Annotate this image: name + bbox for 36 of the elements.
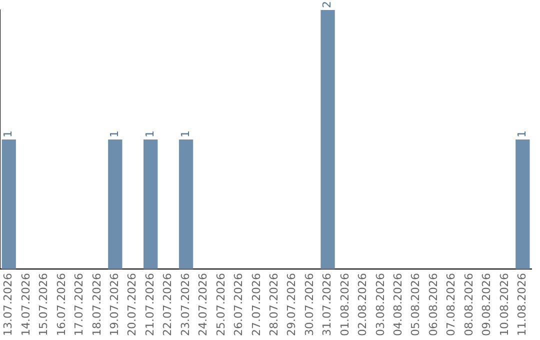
x-tick-label: 24.07.2026 — [196, 273, 210, 336]
x-tick-label: 11.08.2026 — [516, 273, 529, 336]
x-tick-label: 14.07.2026 — [19, 273, 32, 336]
x-tick-label: 09.08.2026 — [480, 273, 494, 336]
x-tick-label: 28.07.2026 — [267, 273, 280, 336]
x-tick-label: 25.07.2026 — [214, 273, 228, 336]
x-tick-label: 04.08.2026 — [392, 273, 405, 336]
x-tick-label: 16.07.2026 — [54, 273, 68, 336]
x-tick-label: 23.07.2026 — [178, 273, 192, 336]
x-tick-label: 17.07.2026 — [72, 273, 86, 336]
x-tick-label: 01.08.2026 — [338, 273, 352, 336]
data-label: 1 — [108, 130, 122, 138]
x-tick-label: 02.08.2026 — [356, 273, 370, 336]
x-tick-label: 22.07.2026 — [161, 273, 174, 336]
x-tick-label: 31.07.2026 — [320, 273, 334, 336]
x-tick-label: 15.07.2026 — [37, 273, 50, 336]
x-tick-label: 05.08.2026 — [409, 273, 422, 336]
x-tick-label: 06.08.2026 — [426, 273, 440, 336]
x-tick-label: 26.07.2026 — [232, 273, 246, 336]
data-label: 1 — [516, 130, 529, 138]
data-label: 1 — [2, 130, 15, 138]
x-tick-label: 20.07.2026 — [126, 273, 139, 336]
x-tick-label: 13.07.2026 — [2, 273, 15, 336]
data-label: 1 — [178, 130, 192, 138]
x-tick-label: 03.08.2026 — [374, 273, 387, 336]
x-tick-label: 27.07.2026 — [250, 273, 263, 336]
x-tick-label: 07.08.2026 — [444, 273, 458, 336]
x-tick-label: 18.07.2026 — [90, 273, 104, 336]
x-tick-label: 21.07.2026 — [143, 273, 156, 336]
data-label: 2 — [320, 1, 334, 8]
x-tick-label: 08.08.2026 — [462, 273, 476, 336]
data-label: 1 — [143, 130, 156, 138]
x-tick-label: 19.07.2026 — [108, 273, 122, 336]
x-tick-label: 29.07.2026 — [285, 273, 298, 336]
x-tick-label: 10.08.2026 — [498, 273, 511, 336]
x-tick-label: 30.07.2026 — [302, 273, 316, 336]
